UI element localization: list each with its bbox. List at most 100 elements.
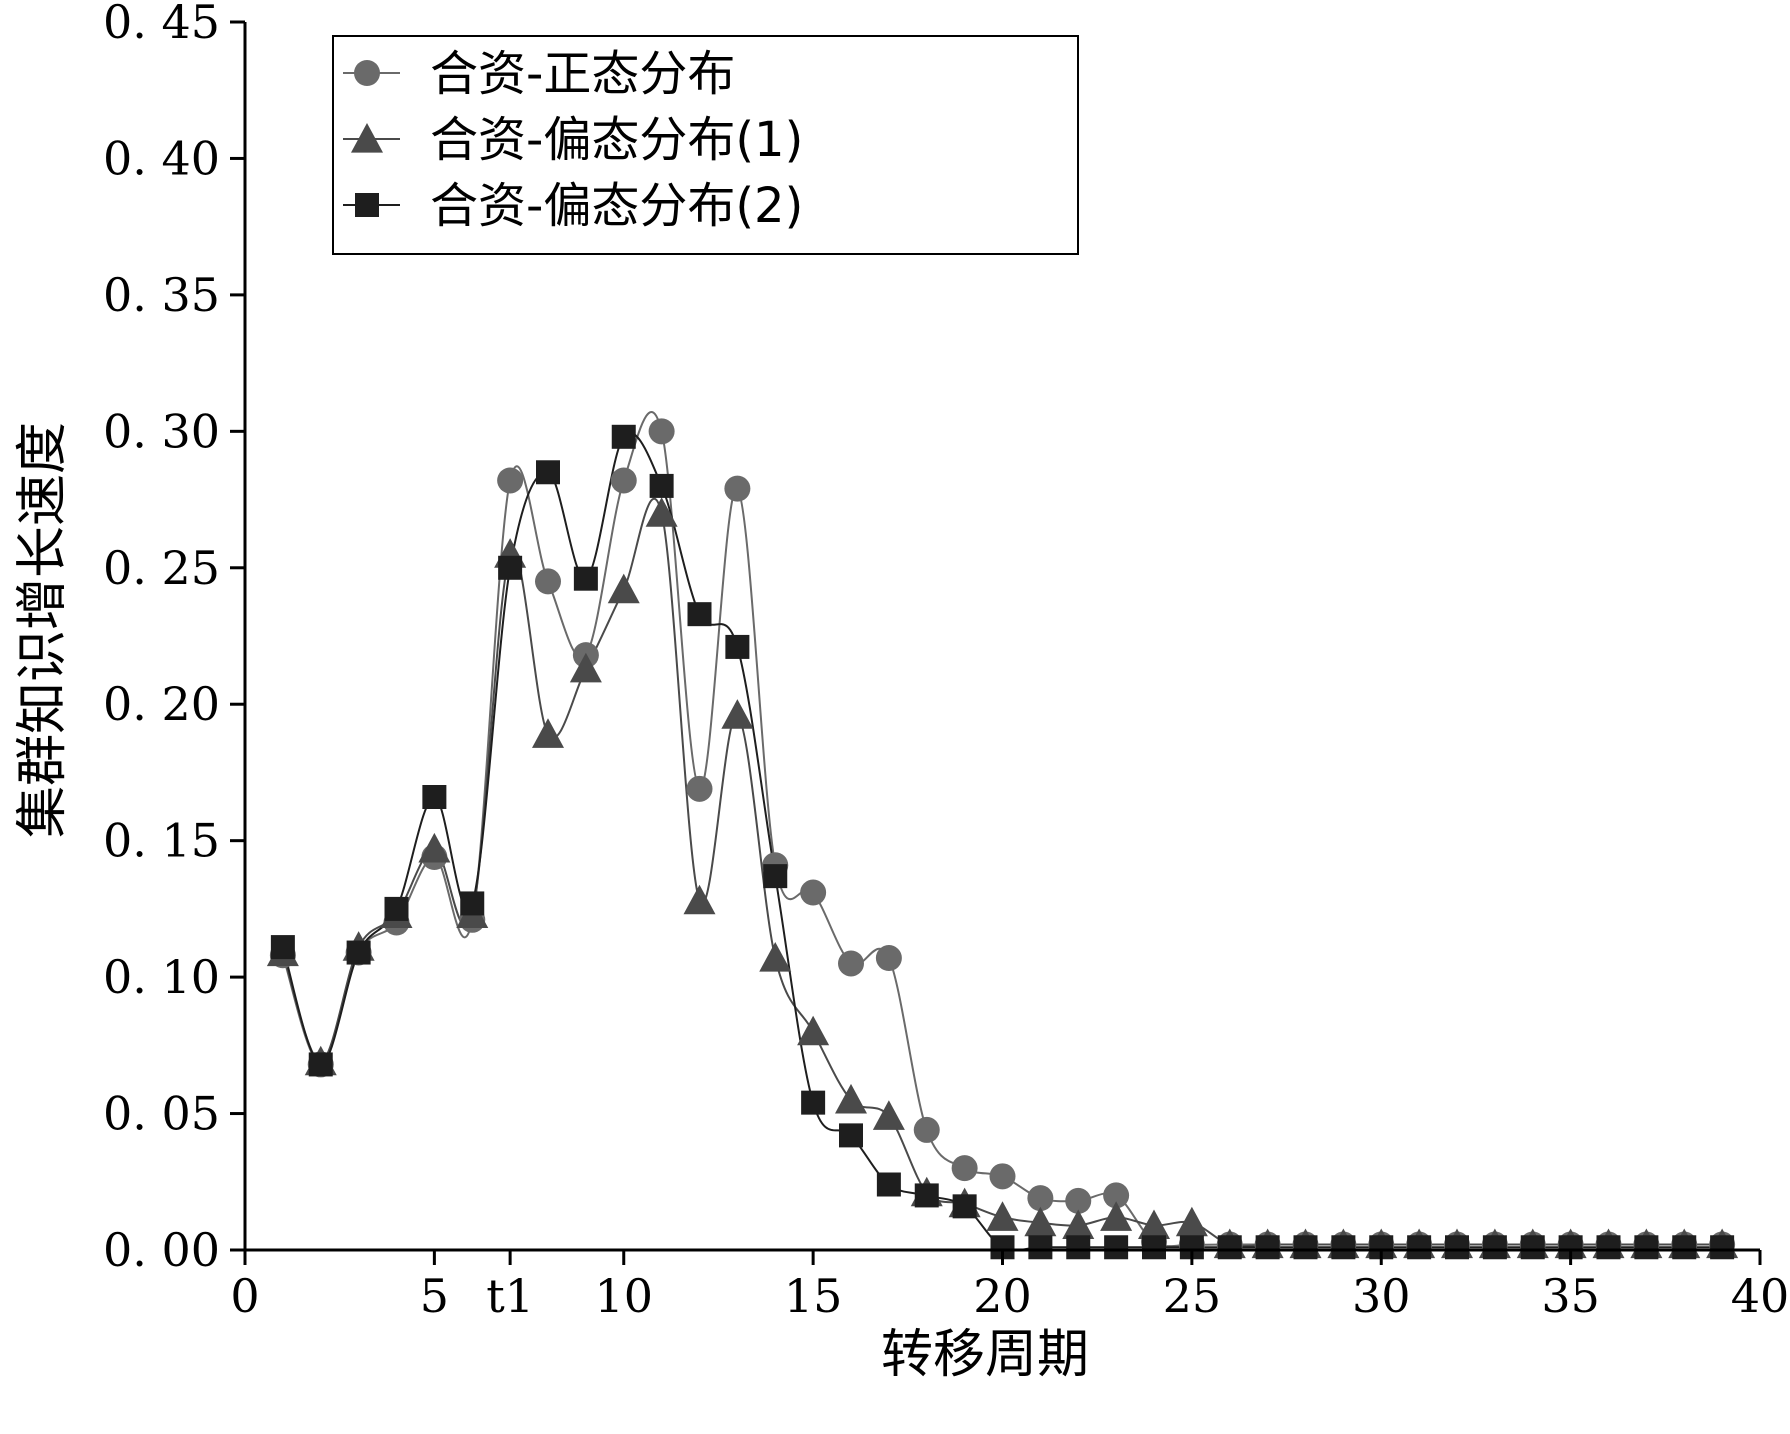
data-point-square [952, 1194, 977, 1219]
x-tick-label: 40 [1731, 1269, 1790, 1323]
y-tick-label: 0. 20 [103, 677, 220, 731]
data-point-square [914, 1183, 939, 1208]
data-point-square [1520, 1235, 1545, 1260]
y-tick-label: 0. 05 [103, 1087, 220, 1141]
data-point-square [1482, 1235, 1507, 1260]
data-point-triangle [1175, 1206, 1208, 1237]
y-tick-label: 0. 35 [103, 268, 220, 322]
data-point-circle [1065, 1187, 1092, 1214]
data-point-triangle [569, 652, 602, 683]
series-line-triangle [281, 497, 1723, 1248]
data-point-square [498, 555, 523, 580]
data-point-circle [610, 467, 637, 494]
data-point-square [1217, 1235, 1242, 1260]
series-line-circle [281, 411, 1723, 1248]
y-tick-label: 0. 00 [103, 1223, 220, 1277]
data-point-square [308, 1052, 333, 1077]
y-tick-label: 0. 25 [103, 541, 220, 595]
data-point-square [801, 1090, 826, 1115]
data-point-square [649, 473, 674, 498]
data-point-square [422, 785, 447, 810]
data-point-triangle [683, 884, 716, 915]
data-point-square [1634, 1235, 1659, 1260]
data-point-triangle [986, 1201, 1019, 1231]
y-ticks: 0. 00 0. 05 0. 10 0. 15 0. 20 0. 25 0. 30 0. 35… [103, 0, 245, 1277]
data-point-triangle [418, 832, 451, 863]
data-point-triangle [1024, 1206, 1057, 1237]
data-point-circle [648, 418, 675, 445]
data-point-square [536, 460, 560, 485]
x-tick-label: t1 [486, 1269, 534, 1323]
x-tick-label: 30 [1352, 1269, 1411, 1323]
x-tick-label: 25 [1163, 1269, 1222, 1323]
data-point-square [346, 940, 371, 965]
data-point-circle [875, 945, 902, 972]
data-point-square [1672, 1235, 1697, 1260]
data-point-square [1331, 1235, 1356, 1260]
data-point-square [1104, 1235, 1129, 1260]
data-point-square [1066, 1235, 1091, 1260]
data-point-triangle [721, 699, 754, 729]
legend-box [332, 35, 1079, 255]
legend-marker-triangle [351, 123, 383, 153]
data-point-square [460, 891, 485, 916]
data-point-square [1255, 1235, 1280, 1260]
data-point-circle [989, 1163, 1016, 1190]
y-tick-label: 0. 30 [103, 404, 220, 458]
data-point-square [384, 896, 409, 921]
data-point-square [573, 566, 598, 591]
data-point-triangle [1062, 1209, 1095, 1240]
x-tick-label: 10 [594, 1269, 653, 1323]
data-point-triangle [835, 1083, 867, 1114]
data-point-square [1028, 1235, 1053, 1260]
y-tick-label: 0. 15 [103, 814, 220, 868]
data-point-square [611, 424, 636, 449]
data-point-square [270, 935, 295, 960]
data-point-triangle [645, 497, 678, 527]
data-point-circle [800, 879, 827, 906]
data-point-circle [535, 568, 561, 595]
data-point-triangle [759, 942, 792, 972]
x-tick-label: 5 [420, 1269, 449, 1323]
data-point-square [876, 1172, 901, 1197]
series-markers [266, 418, 1739, 1260]
data-point-square [687, 602, 712, 627]
data-point-circle [838, 950, 864, 977]
x-tick-label: 0 [230, 1269, 259, 1323]
data-point-square [1293, 1235, 1318, 1260]
y-tick-label: 0. 10 [103, 950, 220, 1004]
y-tick-label: 0. 45 [103, 0, 220, 49]
x-axis-title: 转移周期 [881, 1325, 1089, 1385]
data-point-triangle [797, 1015, 830, 1046]
x-tick-label: 35 [1541, 1269, 1600, 1323]
data-point-circle [686, 775, 713, 802]
data-point-circle [497, 467, 524, 494]
data-point-circle [1027, 1185, 1054, 1212]
data-point-circle [913, 1116, 940, 1143]
data-point-triangle [872, 1100, 905, 1130]
data-point-triangle [532, 718, 564, 748]
data-point-triangle [1100, 1201, 1133, 1231]
legend-label: 合资-偏态分布(2) [430, 178, 803, 234]
data-point-triangle [607, 573, 640, 604]
legend-marker-circle [354, 60, 380, 86]
x-tick-label: 20 [973, 1269, 1032, 1323]
x-ticks: 0 5 t1 10 15 20 25 30 35 40 [230, 1250, 1789, 1323]
y-tick-label: 0. 40 [103, 131, 220, 185]
data-point-circle [724, 475, 751, 502]
legend-label: 合资-偏态分布(1) [430, 112, 803, 168]
data-point-square [1445, 1235, 1469, 1260]
data-point-square [1142, 1235, 1166, 1260]
data-point-circle [1103, 1182, 1130, 1209]
data-point-circle [951, 1155, 978, 1182]
data-point-square [1710, 1235, 1735, 1260]
legend-label: 合资-正态分布 [430, 46, 735, 102]
y-axis-title: 集群知识增长速度 [13, 422, 73, 838]
series-line-square [281, 432, 1723, 1252]
legend-marker-square [355, 193, 379, 217]
x-tick-label: 15 [784, 1269, 843, 1323]
data-point-square [1596, 1235, 1621, 1260]
data-point-square [763, 864, 788, 889]
